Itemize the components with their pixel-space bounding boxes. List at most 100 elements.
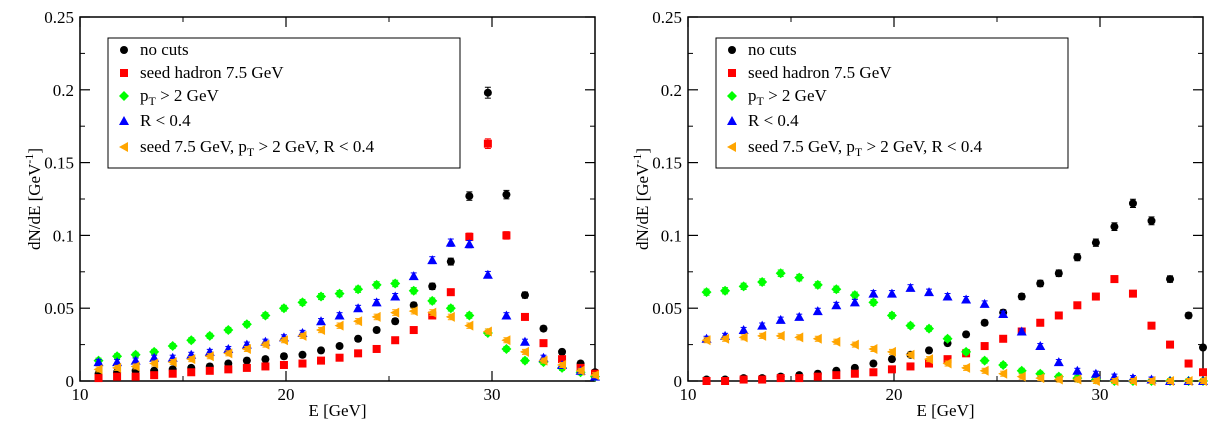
data-point xyxy=(558,355,567,364)
data-point xyxy=(831,284,842,295)
legend-marker xyxy=(727,116,737,125)
data-point xyxy=(1036,318,1045,327)
y-tick-label: 0 xyxy=(674,372,683,391)
y-tick-label: 0 xyxy=(66,372,75,391)
data-point xyxy=(924,354,934,365)
data-point xyxy=(298,359,307,368)
legend-entry: seed hadron 7.5 GeV xyxy=(140,63,284,82)
data-point xyxy=(1183,376,1193,386)
data-point xyxy=(1128,289,1137,298)
data-point xyxy=(465,192,474,201)
legend-entry: pT > 2 GeV xyxy=(748,86,828,108)
legend-entry: no cuts xyxy=(140,40,189,59)
data-point xyxy=(1199,368,1207,377)
data-point xyxy=(408,285,419,296)
data-point xyxy=(223,348,233,359)
data-point xyxy=(1054,269,1063,278)
data-point xyxy=(390,307,400,318)
data-point xyxy=(1072,374,1082,385)
data-point xyxy=(371,297,382,307)
data-point xyxy=(93,357,104,367)
data-point xyxy=(482,326,492,337)
data-point xyxy=(464,320,474,331)
legend-marker xyxy=(728,46,736,54)
data-point xyxy=(446,288,455,297)
data-point xyxy=(794,272,805,283)
data-point xyxy=(702,377,711,385)
data-point xyxy=(1073,253,1082,262)
data-point xyxy=(261,355,270,364)
data-point xyxy=(906,362,915,371)
data-point xyxy=(316,291,327,302)
data-point xyxy=(961,362,971,373)
x-axis-title: E [GeV] xyxy=(308,401,366,420)
data-point xyxy=(868,288,879,298)
data-point xyxy=(168,369,177,378)
data-point xyxy=(738,332,748,343)
data-point xyxy=(869,368,878,377)
data-point xyxy=(167,341,178,352)
data-point xyxy=(334,310,345,320)
data-point xyxy=(998,309,1009,319)
data-point xyxy=(701,335,711,346)
data-point xyxy=(813,372,822,381)
data-point xyxy=(224,365,233,374)
series-2 xyxy=(93,278,600,382)
data-point xyxy=(445,237,456,247)
data-point xyxy=(924,323,935,334)
data-point xyxy=(738,325,749,335)
legend-marker xyxy=(119,142,128,152)
data-point xyxy=(812,306,823,316)
legend-box xyxy=(107,37,461,169)
data-point xyxy=(445,311,455,322)
series-1 xyxy=(702,275,1207,385)
data-point xyxy=(1035,341,1046,351)
data-point xyxy=(483,139,492,148)
series-4 xyxy=(93,306,599,381)
data-point xyxy=(427,255,438,265)
data-point xyxy=(502,231,511,240)
data-point xyxy=(1053,374,1063,385)
data-point xyxy=(757,330,767,341)
data-point xyxy=(775,330,785,341)
legend-entry: seed hadron 7.5 GeV xyxy=(748,63,892,82)
data-point xyxy=(757,320,768,330)
data-point xyxy=(961,346,972,357)
legend-entry: no cuts xyxy=(748,40,797,59)
data-point xyxy=(205,366,214,375)
x-tick-label: 10 xyxy=(72,385,89,404)
data-point xyxy=(204,330,215,341)
data-point xyxy=(942,291,953,301)
y-tick-label: 0.2 xyxy=(53,81,74,100)
data-point xyxy=(261,362,270,371)
data-point xyxy=(868,297,879,308)
data-point xyxy=(539,324,548,333)
data-point xyxy=(334,288,345,299)
y-tick-label: 0.15 xyxy=(652,154,682,173)
data-point xyxy=(1091,292,1100,301)
x-tick-label: 30 xyxy=(1092,385,1109,404)
legend-entry: seed 7.5 GeV, pT > 2 GeV, R < 0.4 xyxy=(748,137,983,159)
data-point xyxy=(942,358,952,369)
y-axis-title: dN/dE [GeV-1] xyxy=(630,148,652,250)
data-point xyxy=(1199,343,1207,352)
data-point xyxy=(335,342,344,351)
data-point xyxy=(427,295,438,306)
data-point xyxy=(1147,216,1156,225)
data-point xyxy=(1184,311,1193,320)
data-point xyxy=(317,346,326,355)
data-point xyxy=(775,268,786,279)
data-point xyxy=(391,317,400,326)
data-point xyxy=(501,310,512,320)
data-point xyxy=(1053,357,1064,367)
data-point xyxy=(204,351,214,362)
data-point xyxy=(1128,199,1137,208)
data-point xyxy=(390,291,401,301)
data-point xyxy=(501,343,512,354)
data-point xyxy=(962,330,971,339)
data-point xyxy=(112,362,122,373)
data-point xyxy=(539,339,548,348)
data-point xyxy=(1110,275,1119,284)
data-point xyxy=(538,355,548,366)
legend-marker xyxy=(119,116,129,125)
